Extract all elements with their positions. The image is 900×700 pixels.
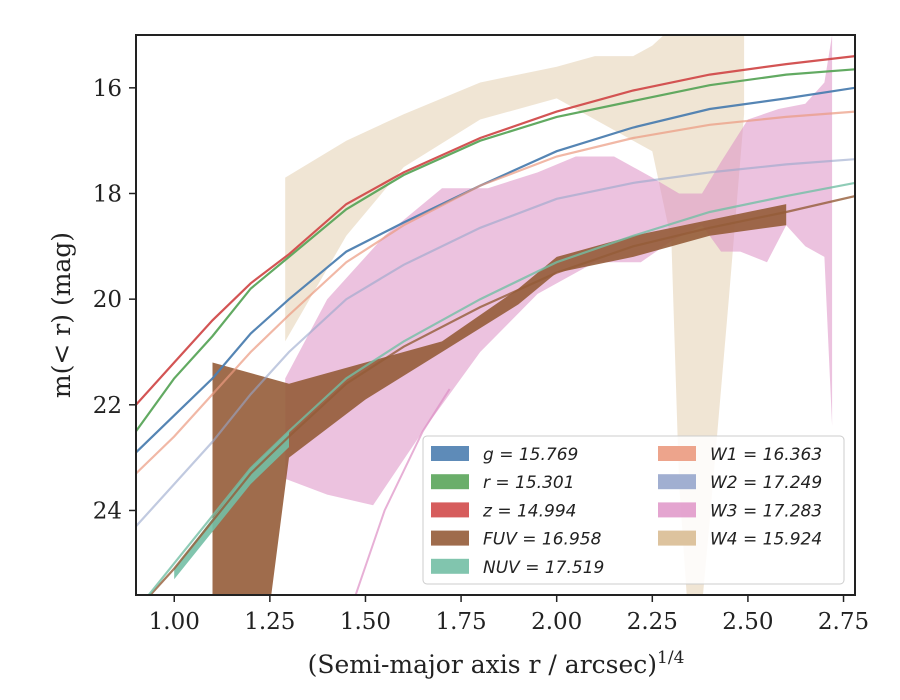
legend-swatch-z <box>431 502 469 518</box>
curve-W1 <box>136 110 855 475</box>
legend: g = 15.769 r = 15.301 z = 14.994 FUV = 16.9… <box>422 435 845 585</box>
y-tick-label: 24 <box>93 498 122 524</box>
x-tick-label: 1.00 <box>149 609 200 635</box>
x-tick-label: 1.25 <box>244 609 295 635</box>
legend-box <box>422 435 845 585</box>
x-tick-label: 2.25 <box>627 609 678 635</box>
curve-NUV <box>147 181 855 595</box>
y-axis-label: m(< r) (mag) <box>47 232 76 398</box>
legend-swatch-g <box>431 446 469 461</box>
y-tick-label: 20 <box>93 287 122 313</box>
x-tick-label: 2.75 <box>818 609 869 635</box>
curve-FUV <box>148 195 855 595</box>
legend-swatch-W1 <box>658 446 696 461</box>
band-NUV <box>174 431 289 580</box>
legend-label-g: g = 15.769 <box>483 445 578 465</box>
legend-swatch-FUV <box>431 530 469 546</box>
x-axis-label: (Semi-major axis r / arcsec)1/4 <box>308 648 685 679</box>
y-tick-label: 16 <box>93 76 122 102</box>
legend-label-FUV: FUV = 16.958 <box>483 530 602 550</box>
legend-swatch-W3 <box>658 502 696 518</box>
curve-W2 <box>136 158 855 528</box>
x-tick-label: 2.50 <box>722 609 773 635</box>
legend-swatch-W4 <box>658 530 696 546</box>
legend-label-z: z = 14.994 <box>482 501 576 521</box>
legend-label-W1: W1 = 16.363 <box>710 445 822 465</box>
legend-label-W3: W3 = 17.283 <box>710 501 822 521</box>
y-tick-label: 22 <box>93 393 122 419</box>
legend-label-r: r = 15.301 <box>483 473 575 493</box>
axes: 1.00 1.25 1.50 1.75 2.00 2.25 2.50 2.75 16 18 20 22… <box>93 34 869 635</box>
x-axis-label-exponent: 1/4 <box>657 648 684 668</box>
legend-label-NUV: NUV = 17.519 <box>483 558 604 578</box>
legend-label-W2: W2 = 17.249 <box>710 473 822 493</box>
plot-frame <box>135 34 856 596</box>
x-tick-label: 1.75 <box>435 609 486 635</box>
legend-swatch-W2 <box>658 474 696 490</box>
legend-swatch-r <box>431 474 469 490</box>
legend-label-W4: W4 = 15.924 <box>710 530 822 550</box>
curve-W3 <box>354 388 451 595</box>
legend-swatch-NUV <box>431 558 469 574</box>
curve-g <box>136 86 855 454</box>
x-tick-label: 2.00 <box>531 609 582 635</box>
x-tick-label: 1.50 <box>340 609 391 635</box>
y-tick-label: 18 <box>93 181 122 207</box>
curve-r <box>136 68 855 432</box>
band-FUV <box>212 204 787 595</box>
curve-z <box>136 55 855 406</box>
